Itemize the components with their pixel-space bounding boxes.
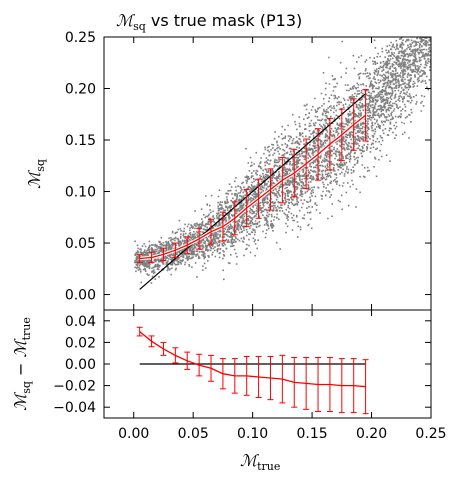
residual-errorbar: [326, 357, 333, 413]
residual-errorbar: [172, 347, 179, 364]
top-y-axis-label: ℳsq: [25, 159, 47, 189]
residual-errorbar: [196, 353, 203, 377]
binned-mean-errorbar: [267, 168, 274, 211]
residual-errorbar: [279, 354, 286, 404]
top-y-axis-symbol: ℳ: [25, 169, 44, 189]
bottom-y-axis-subscript-2: true: [20, 317, 33, 340]
top-y-axis-subscript: sq: [34, 159, 47, 172]
bottom-y-tick-label: 0.02: [65, 335, 96, 351]
top-y-tick-label: 0.00: [65, 288, 96, 304]
residual-errorbar: [243, 355, 250, 396]
binned-mean-errorbar: [184, 236, 191, 254]
x-tick-label: 0.05: [178, 426, 209, 442]
binned-mean-errorbar: [279, 157, 286, 204]
residual-line: [139, 331, 366, 388]
axis-ticks: 0.00 0.05 0.10 0.15 0.20 0.25 0.00 0.05 0.10 0.15…: [53, 30, 446, 442]
bottom-y-axis-minus: −: [11, 358, 30, 382]
binned-mean-errorbar: [303, 138, 310, 189]
residual-errorbar: [231, 358, 238, 394]
scatter-points: [133, 37, 431, 284]
binned-mean-errorbar: [196, 228, 203, 250]
binned-mean-errorbar: [136, 253, 143, 264]
residual-errorbar: [208, 354, 215, 382]
bottom-y-axis-symbol-1: ℳ: [11, 391, 30, 411]
bottom-panel-series: [136, 326, 369, 415]
binned-mean-errorbar: [219, 211, 226, 242]
residual-errorbar: [267, 355, 274, 401]
x-tick-label: 0.00: [118, 426, 149, 442]
top-y-tick-label: 0.10: [65, 185, 96, 201]
binned-mean-errorbar: [160, 247, 167, 262]
top-y-tick-label: 0.05: [65, 236, 96, 252]
residual-errorbar: [184, 351, 191, 370]
binned-mean-errorbar: [255, 178, 262, 219]
x-tick-label: 0.20: [356, 426, 387, 442]
binned-mean-errorbar: [338, 108, 345, 162]
top-y-tick-label: 0.25: [65, 30, 96, 46]
binned-mean-errorbar: [148, 251, 155, 264]
bottom-y-tick-label: −0.04: [53, 400, 96, 416]
title-symbol: ℳ: [116, 11, 136, 30]
residual-errorbar: [362, 359, 369, 415]
residual-errorbar: [315, 357, 322, 413]
x-tick-label: 0.15: [297, 426, 328, 442]
binned-mean-errorbar: [350, 98, 357, 151]
x-axis-symbol: ℳ: [240, 451, 260, 470]
binned-mean-errorbar: [172, 242, 179, 258]
title-text: vs true mask (P13): [146, 11, 302, 30]
bottom-y-axis-symbol-2: ℳ: [11, 338, 30, 358]
x-axis-label: ℳtrue: [240, 451, 280, 473]
top-panel-series: [136, 89, 369, 290]
x-tick-label: 0.25: [415, 426, 446, 442]
residual-errorbar: [136, 326, 143, 337]
residual-errorbar: [219, 358, 226, 390]
binned-mean-errorbar: [208, 218, 215, 245]
binned-mean-errorbar: [291, 148, 298, 198]
bottom-y-axis-label: ℳsq − ℳtrue: [11, 317, 33, 411]
binned-mean-errorbar: [231, 201, 238, 236]
residual-errorbar: [160, 341, 167, 356]
bottom-y-tick-label: −0.02: [53, 379, 96, 395]
identity-line: [139, 93, 366, 290]
title-subscript: sq: [133, 20, 146, 33]
residual-errorbar: [338, 358, 345, 414]
bottom-y-tick-label: 0.04: [65, 314, 96, 330]
scatter-cloud: [133, 37, 431, 284]
residual-errorbar: [148, 335, 155, 348]
top-y-tick-label: 0.20: [65, 82, 96, 98]
binned-mean-line: [139, 114, 367, 260]
bottom-y-tick-label: 0.00: [65, 357, 96, 373]
residual-errorbar: [350, 358, 357, 414]
top-panel-frame: [103, 36, 432, 311]
binned-mean-errorbar: [326, 117, 333, 171]
residual-errorbar: [255, 355, 262, 398]
binned-mean-errorbar: [243, 188, 250, 228]
chart-title: ℳsq vs true mask (P13): [116, 11, 302, 33]
residual-errorbar: [303, 357, 310, 410]
x-tick-label: 0.10: [237, 426, 268, 442]
binned-mean-errorbar: [362, 89, 369, 142]
x-axis-subscript: true: [257, 460, 280, 473]
binned-mean-errorbar: [315, 128, 322, 181]
top-y-tick-label: 0.15: [65, 133, 96, 149]
residual-errorbar: [291, 357, 298, 408]
bottom-y-axis-subscript-1: sq: [20, 381, 33, 394]
